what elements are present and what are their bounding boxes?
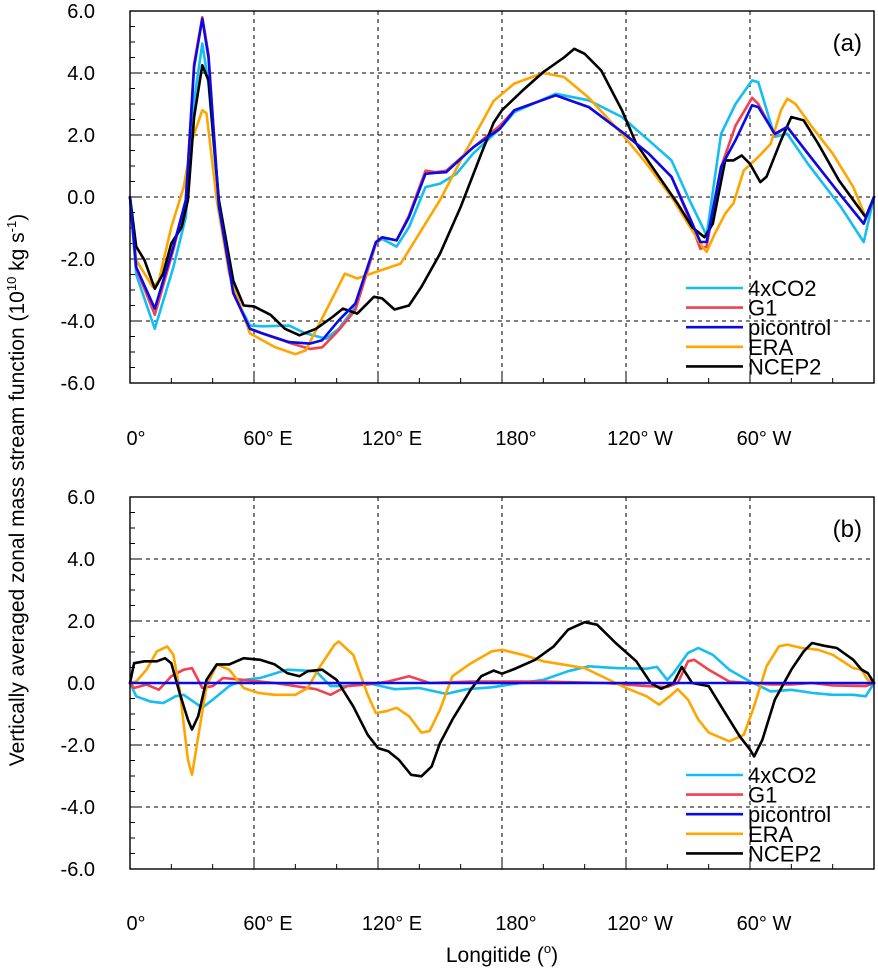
x-tick-label: 120° W (607, 428, 673, 450)
legend-label: 4xCO2 (748, 276, 816, 301)
x-tick-label: 180° (495, 913, 536, 935)
legend-label: NCEP2 (748, 841, 821, 866)
y-axis-label-exp2: -1 (4, 221, 19, 233)
y-axis-label-suffix: ) (6, 214, 29, 221)
y-tick-label: -4.0 (61, 311, 95, 333)
y-tick-label: -4.0 (61, 797, 95, 819)
x-tick-label: 60° E (243, 428, 292, 450)
y-axis-label-mid: kg s (6, 232, 29, 276)
y-tick-label: -2.0 (61, 249, 95, 271)
series-line-era (128, 71, 872, 356)
y-axis-label-prefix: Vertically averaged zonal mass stream fu… (6, 291, 29, 766)
x-tick-label: 120° W (607, 913, 673, 935)
y-tick-label: 0.0 (67, 673, 95, 695)
x-axis-label: Longitide (o) (446, 941, 558, 967)
series-line-picontrol (128, 17, 876, 345)
y-tick-label: 2.0 (67, 611, 95, 633)
y-tick-label: -2.0 (61, 735, 95, 757)
panel-label: (a) (833, 30, 862, 57)
x-tick-label: 120° E (362, 428, 422, 450)
series-line-era (128, 640, 876, 777)
y-tick-label: 6.0 (67, 1, 95, 23)
y-axis-label: Vertically averaged zonal mass stream fu… (4, 214, 29, 766)
panel-b: 6.0 4.0 2.0 0.0 -2.0 -4.0 -6.0 0° 60° E 120° E 180… (61, 487, 876, 935)
x-tick-label: 60° W (737, 913, 792, 935)
plot-frame (129, 10, 875, 384)
y-axis-label-exp1: 10 (4, 277, 19, 291)
y-tick-label: 4.0 (67, 549, 95, 571)
y-tick-label: 6.0 (67, 487, 95, 509)
x-tick-label: 60° W (737, 428, 792, 450)
legend-label: 4xCO2 (748, 763, 816, 788)
panel-a: 6.0 4.0 2.0 0.0 -2.0 -4.0 -6.0 0° 60° E 120° E 180… (61, 1, 876, 450)
x-axis-label-sup: o (544, 941, 551, 956)
legend-label: NCEP2 (748, 354, 821, 379)
y-tick-label: -6.0 (61, 859, 95, 881)
legend-label: ERA (748, 335, 794, 360)
x-axis-label-close: ) (551, 944, 558, 967)
y-tick-label: 2.0 (67, 125, 95, 147)
legend-label: ERA (748, 822, 794, 847)
legend-label: G1 (748, 783, 777, 808)
legend-label: G1 (748, 296, 777, 321)
legend-label: picontrol (748, 802, 831, 827)
legend-label: picontrol (748, 315, 831, 340)
x-tick-label: 120° E (362, 913, 422, 935)
x-axis-label-text: Longitide ( (446, 944, 544, 967)
series-line-ncep2 (128, 47, 876, 337)
x-tick-label: 0° (126, 913, 145, 935)
y-tick-label: 0.0 (67, 187, 95, 209)
y-tick-label: -6.0 (61, 373, 95, 395)
y-tick-label: 4.0 (67, 63, 95, 85)
plot-frame (129, 496, 875, 870)
panel-label: (b) (833, 516, 862, 543)
x-tick-label: 180° (495, 428, 536, 450)
x-tick-label: 60° E (243, 913, 292, 935)
x-tick-label: 0° (126, 428, 145, 450)
